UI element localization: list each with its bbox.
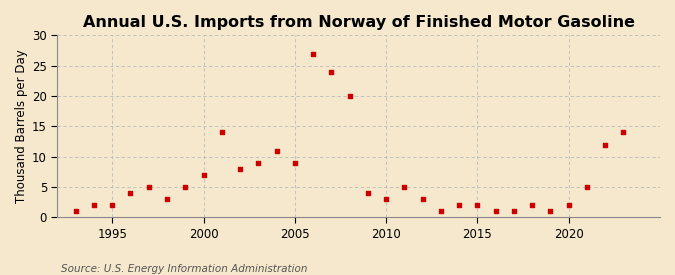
Title: Annual U.S. Imports from Norway of Finished Motor Gasoline: Annual U.S. Imports from Norway of Finis… bbox=[83, 15, 634, 30]
Point bbox=[490, 209, 501, 213]
Point bbox=[107, 203, 117, 207]
Point bbox=[454, 203, 464, 207]
Point bbox=[582, 185, 593, 189]
Point bbox=[618, 130, 629, 134]
Point bbox=[326, 70, 337, 74]
Point bbox=[545, 209, 556, 213]
Point bbox=[399, 185, 410, 189]
Point bbox=[271, 148, 282, 153]
Point bbox=[125, 191, 136, 195]
Point bbox=[88, 203, 99, 207]
Point bbox=[143, 185, 154, 189]
Point bbox=[344, 94, 355, 98]
Point bbox=[217, 130, 227, 134]
Y-axis label: Thousand Barrels per Day: Thousand Barrels per Day bbox=[15, 50, 28, 203]
Point bbox=[600, 142, 611, 147]
Point bbox=[235, 167, 246, 171]
Point bbox=[180, 185, 190, 189]
Point bbox=[435, 209, 446, 213]
Text: Source: U.S. Energy Information Administration: Source: U.S. Energy Information Administ… bbox=[61, 264, 307, 274]
Point bbox=[526, 203, 537, 207]
Point bbox=[161, 197, 172, 201]
Point bbox=[508, 209, 519, 213]
Point bbox=[417, 197, 428, 201]
Point bbox=[381, 197, 392, 201]
Point bbox=[362, 191, 373, 195]
Point bbox=[308, 51, 319, 56]
Point bbox=[253, 161, 264, 165]
Point bbox=[564, 203, 574, 207]
Point bbox=[290, 161, 300, 165]
Point bbox=[70, 209, 81, 213]
Point bbox=[198, 173, 209, 177]
Point bbox=[472, 203, 483, 207]
